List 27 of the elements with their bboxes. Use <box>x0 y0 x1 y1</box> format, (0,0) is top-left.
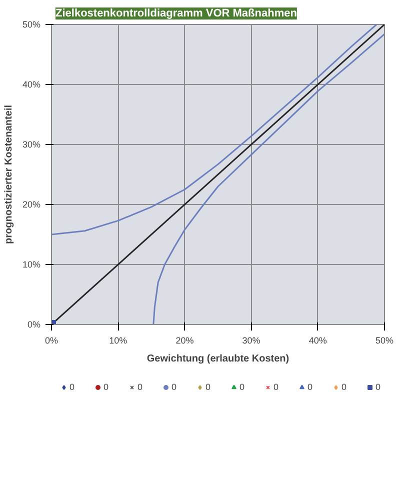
y-tick-label: 50% <box>22 20 40 30</box>
legend-label: 0 <box>342 382 348 392</box>
x-tick-label: 30% <box>242 336 260 346</box>
chart-title: Zielkostenkontrolldiagramm VOR Maßnahmen <box>56 8 298 20</box>
x-axis-title: Gewichtung (erlaubte Kosten) <box>146 354 290 364</box>
line-series <box>52 24 378 236</box>
y-tick-label: 30% <box>22 140 40 150</box>
line-series <box>152 33 384 324</box>
y-tick-label: 40% <box>22 80 40 90</box>
x-tick-label: 40% <box>308 336 327 346</box>
x-tick-label: 10% <box>109 336 128 346</box>
legend-label: 0 <box>240 382 246 392</box>
legend-label: 0 <box>376 382 382 392</box>
x-tick-label: 0% <box>44 336 58 346</box>
y-tick-label: 0% <box>27 320 41 330</box>
y-tick-label: 10% <box>22 260 40 270</box>
legend-label: 0 <box>308 382 314 392</box>
y-axis-title: prognostizierter Kostenanteil <box>3 104 14 244</box>
x-tick-label: 50% <box>375 336 394 346</box>
legend-label: 0 <box>206 382 212 392</box>
legend-label: 0 <box>274 382 280 392</box>
legend-label: 0 <box>172 382 178 392</box>
legend-label: 0 <box>70 382 76 392</box>
x-tick-label: 20% <box>176 336 194 346</box>
legend-label: 0 <box>138 382 144 392</box>
legend-label: 0 <box>104 382 110 392</box>
y-tick-label: 20% <box>22 200 40 210</box>
